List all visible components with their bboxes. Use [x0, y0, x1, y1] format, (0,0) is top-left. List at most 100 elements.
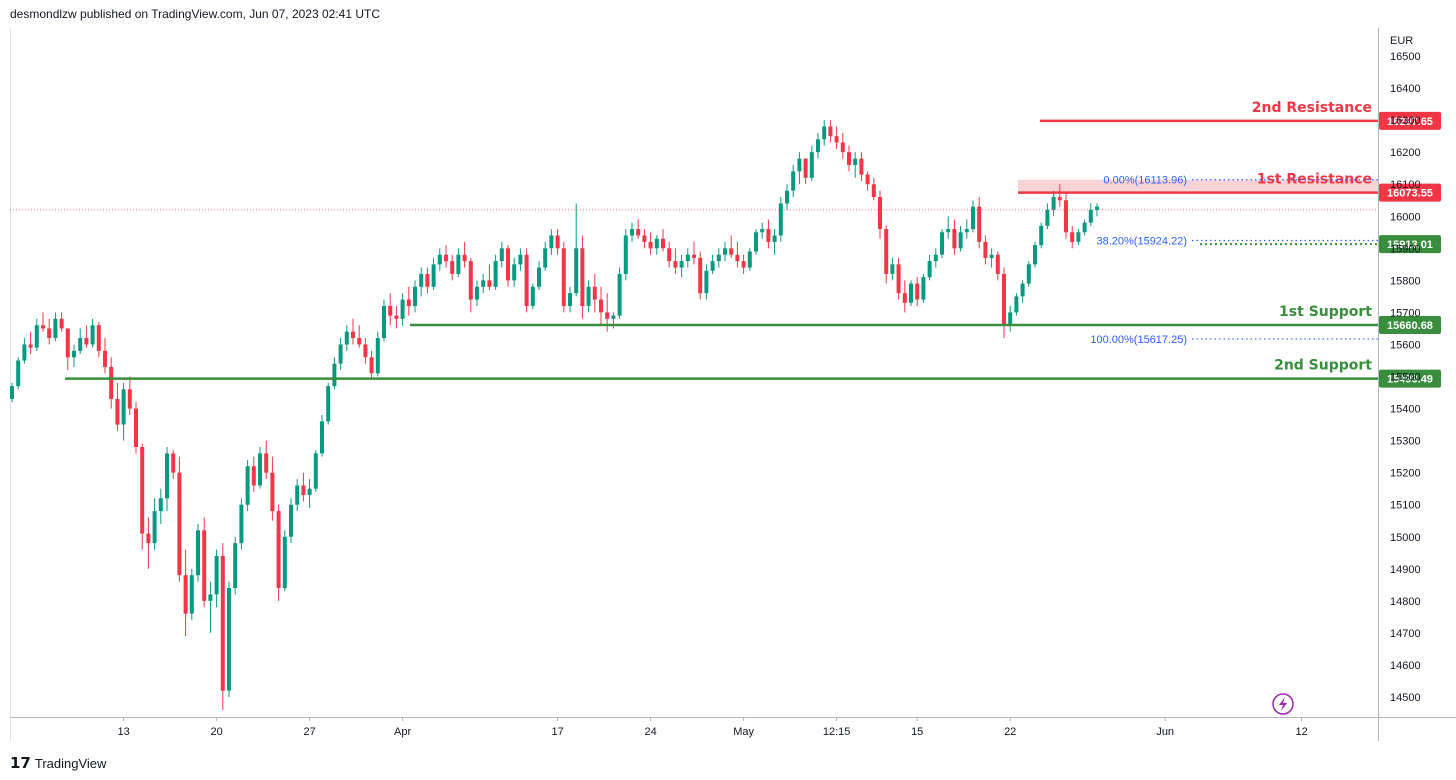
candle: [369, 350, 374, 380]
candle: [338, 338, 343, 371]
candle: [642, 229, 647, 249]
candle: [1002, 267, 1006, 339]
candle-body: [202, 530, 207, 601]
candle: [549, 229, 554, 255]
y-tick-label: 14900: [1390, 564, 1421, 576]
candle-body: [909, 283, 913, 303]
candle-body: [561, 248, 566, 306]
candle-body: [586, 286, 591, 306]
candle-body: [208, 594, 213, 601]
candle: [673, 248, 678, 274]
candle: [735, 241, 740, 268]
candle: [828, 120, 833, 143]
candle: [530, 283, 535, 310]
candle-body: [375, 338, 380, 374]
candle-body: [840, 142, 845, 153]
x-axis[interactable]: 13 20 27 Apr 17 24 May 12:15 15 22 Jun 12: [117, 717, 1308, 738]
candle-body: [617, 273, 622, 316]
candle-body: [828, 126, 833, 137]
candle-body: [437, 254, 442, 265]
candle: [227, 581, 231, 697]
candle: [915, 277, 920, 306]
candle: [72, 344, 76, 367]
candle: [493, 254, 498, 290]
candle: [450, 254, 455, 281]
candle-body: [431, 264, 436, 287]
candle: [741, 254, 746, 274]
candle-body: [940, 232, 944, 255]
candle: [692, 241, 696, 265]
candle: [1088, 203, 1093, 226]
candle: [580, 235, 585, 319]
candle: [1045, 203, 1050, 230]
candle: [778, 197, 783, 242]
candle-body: [239, 504, 244, 544]
tradingview-logo[interactable]: 𝟭𝟳 TradingView: [10, 754, 106, 772]
candle-body: [574, 248, 579, 294]
candle-body: [822, 126, 827, 140]
candle-body: [530, 286, 535, 306]
candle-body: [158, 498, 163, 512]
candle-body: [351, 331, 355, 339]
candle-body: [313, 453, 318, 489]
candle: [785, 184, 789, 210]
candle: [921, 273, 926, 303]
candle: [96, 322, 101, 358]
candle-body: [177, 472, 182, 576]
candle: [59, 312, 64, 332]
candle: [437, 248, 442, 271]
candle-body: [462, 254, 467, 262]
candle: [543, 241, 548, 271]
candle-body: [890, 264, 895, 274]
candle-body: [648, 241, 653, 249]
candle-body: [661, 238, 665, 249]
candle: [871, 177, 876, 201]
candle-body: [456, 254, 461, 274]
candle: [295, 479, 300, 512]
candle: [927, 254, 932, 281]
x-tick-label: 24: [644, 726, 656, 738]
candle-body: [289, 504, 293, 537]
candle-body: [1076, 232, 1081, 242]
candle: [177, 456, 182, 582]
price-tag-text: 16297.65: [1387, 116, 1433, 128]
candle-body: [667, 248, 672, 262]
candle: [245, 459, 250, 512]
candle-body: [605, 312, 610, 319]
candle-body: [1082, 222, 1087, 233]
candle: [760, 222, 765, 239]
candle-body: [16, 360, 21, 387]
y-axis[interactable]: 14500 14600 14700 14800 14900 15000 15100 15200…: [1390, 51, 1421, 704]
candle: [171, 450, 176, 480]
candle: [320, 414, 324, 457]
candle-body: [816, 139, 820, 153]
fib-level: 0.00%(16113.96): [1103, 175, 1378, 187]
candle: [16, 357, 21, 390]
candle-body: [630, 229, 634, 236]
y-tick-label: 16100: [1390, 179, 1421, 191]
candle: [134, 402, 138, 454]
candle: [1057, 184, 1062, 207]
candle: [1026, 261, 1031, 287]
candle: [301, 472, 306, 502]
candle-body: [357, 338, 362, 345]
candle: [797, 152, 802, 185]
candle: [326, 382, 331, 425]
fib-layer: 0.00%(16113.96) 38.20%(15924.22) 100.00%(1…: [1090, 175, 1378, 346]
candle: [791, 164, 796, 198]
candle: [859, 152, 864, 181]
candle: [357, 325, 362, 348]
candle: [865, 171, 870, 191]
y-tick-label: 15300: [1390, 436, 1421, 448]
lightning-icon[interactable]: [1272, 693, 1294, 715]
candle-body: [481, 280, 486, 287]
candle: [34, 318, 39, 351]
candle: [518, 248, 523, 271]
y-tick-label: 14800: [1390, 596, 1421, 608]
y-tick-label: 15100: [1390, 500, 1421, 512]
y-tick-label: 16200: [1390, 147, 1421, 159]
candle: [90, 318, 95, 348]
candle: [667, 241, 672, 268]
candle: [189, 568, 194, 621]
